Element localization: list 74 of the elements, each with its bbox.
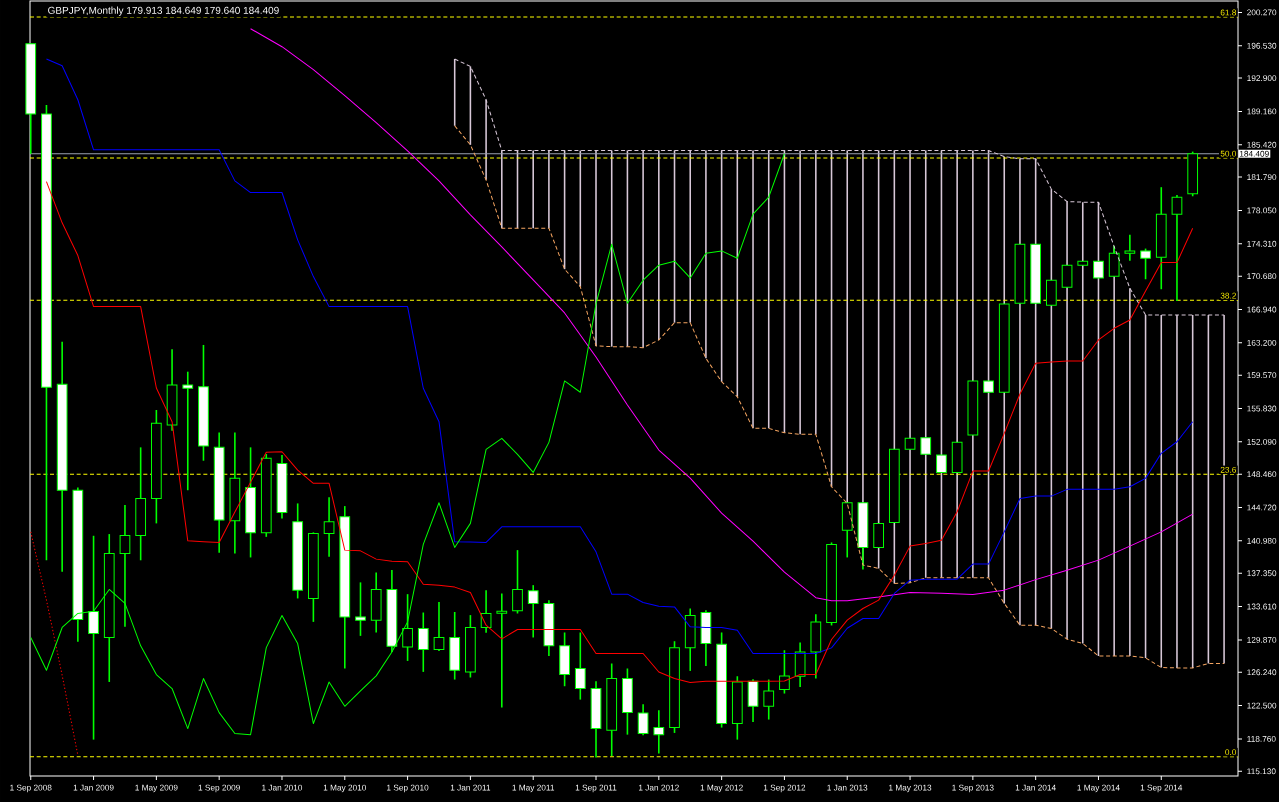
- x-tick-label: 1 Sep 2011: [575, 784, 617, 793]
- y-tick-label: 196.530: [1247, 42, 1277, 49]
- x-tick-label: 1 May 2011: [512, 784, 555, 793]
- y-tick-label: 137.350: [1247, 570, 1277, 577]
- candlestick: [323, 496, 335, 558]
- y-tick-label: 178.050: [1247, 207, 1277, 214]
- candlestick: [512, 549, 523, 615]
- line-series: [250, 28, 1194, 602]
- x-tick-label: 1 May 2013: [889, 784, 932, 793]
- y-tick-label: 115.130: [1247, 768, 1276, 775]
- x-tick-label: 1 Sep 2012: [763, 784, 806, 793]
- candlestick: [119, 504, 131, 628]
- candlestick: [637, 703, 649, 737]
- y-tick-label: 174.310: [1247, 240, 1277, 247]
- x-tick-label: 1 May 2009: [135, 784, 178, 793]
- y-tick-label: 159.570: [1247, 372, 1277, 379]
- annotation: 23.6: [1220, 466, 1237, 473]
- x-tick-label: 1 Sep 2009: [198, 784, 240, 793]
- x-tick-label: 1 Jan 2012: [638, 784, 679, 791]
- y-tick-label: 144.720: [1247, 504, 1277, 511]
- candlestick: [1124, 234, 1136, 262]
- y-tick-label: 148.460: [1247, 471, 1277, 478]
- y-tick-label: 118.760: [1247, 735, 1276, 742]
- y-tick-label: 185.420: [1247, 141, 1277, 148]
- annotation: 61.8: [1220, 9, 1237, 16]
- y-tick-label: 166.940: [1247, 306, 1277, 313]
- candlestick: [496, 592, 508, 709]
- candlestick: [417, 611, 429, 673]
- y-tick-label: 181.790: [1247, 174, 1277, 181]
- candlestick: [653, 709, 665, 755]
- candlestick: [1171, 194, 1183, 302]
- x-tick-label: 1 Jan 2010: [262, 784, 303, 791]
- x-tick-label: 1 Sep 2014: [1140, 784, 1183, 793]
- text: GBPJPY,Monthly 179.913 184.649 179.640 184.409: [48, 6, 279, 16]
- candlestick: [1140, 247, 1151, 281]
- candlestick: [779, 649, 790, 695]
- y-tick-label: 140.980: [1247, 537, 1277, 544]
- annotation: 50.0: [1220, 150, 1237, 157]
- x-tick-label: 1 May 2012: [700, 784, 743, 793]
- x-tick-label: 1 May 2014: [1077, 784, 1120, 793]
- y-tick-label: 170.680: [1247, 273, 1277, 280]
- candlestick: [182, 370, 194, 492]
- annotation: 0.0: [1225, 749, 1237, 756]
- y-tick-label: 163.200: [1247, 339, 1277, 346]
- y-tick-label: 200.270: [1247, 9, 1277, 16]
- y-tick-label: 155.830: [1247, 405, 1277, 412]
- line-series: [30, 531, 79, 756]
- candlestick: [480, 589, 492, 634]
- y-tick-label: 152.090: [1247, 438, 1277, 445]
- y-tick-label: 129.870: [1247, 636, 1277, 643]
- x-tick-label: 1 May 2010: [323, 784, 367, 793]
- candlestick: [1061, 264, 1073, 288]
- candlestick: [1108, 245, 1120, 278]
- candlestick: [763, 678, 775, 721]
- x-tick-label: 1 Sep 2010: [387, 784, 429, 793]
- line-series: [30, 153, 785, 736]
- y-tick-label: 133.610: [1247, 603, 1277, 610]
- x-tick-label: 1 Sep 2013: [952, 784, 994, 793]
- x-tick-label: 1 Sep 2008: [10, 784, 52, 793]
- y-tick-label: 126.240: [1247, 669, 1277, 676]
- candlestick: [355, 581, 366, 637]
- candlestick: [402, 593, 413, 662]
- ref-line-label: 184.409: [1239, 150, 1269, 157]
- y-tick-label: 192.900: [1247, 75, 1277, 82]
- x-tick-label: 1 Jan 2009: [73, 784, 114, 791]
- x-tick-label: 1 Jan 2013: [827, 784, 868, 791]
- candlestick: [527, 584, 539, 639]
- x-tick-label: 1 Jan 2011: [450, 784, 491, 791]
- annotation: 38.2: [1220, 292, 1236, 299]
- x-tick-label: 1 Jan 2014: [1015, 784, 1056, 791]
- y-tick-label: 189.160: [1247, 108, 1277, 115]
- y-tick-label: 122.500: [1247, 702, 1277, 709]
- candlestick: [433, 601, 445, 652]
- candlestick: [574, 631, 586, 701]
